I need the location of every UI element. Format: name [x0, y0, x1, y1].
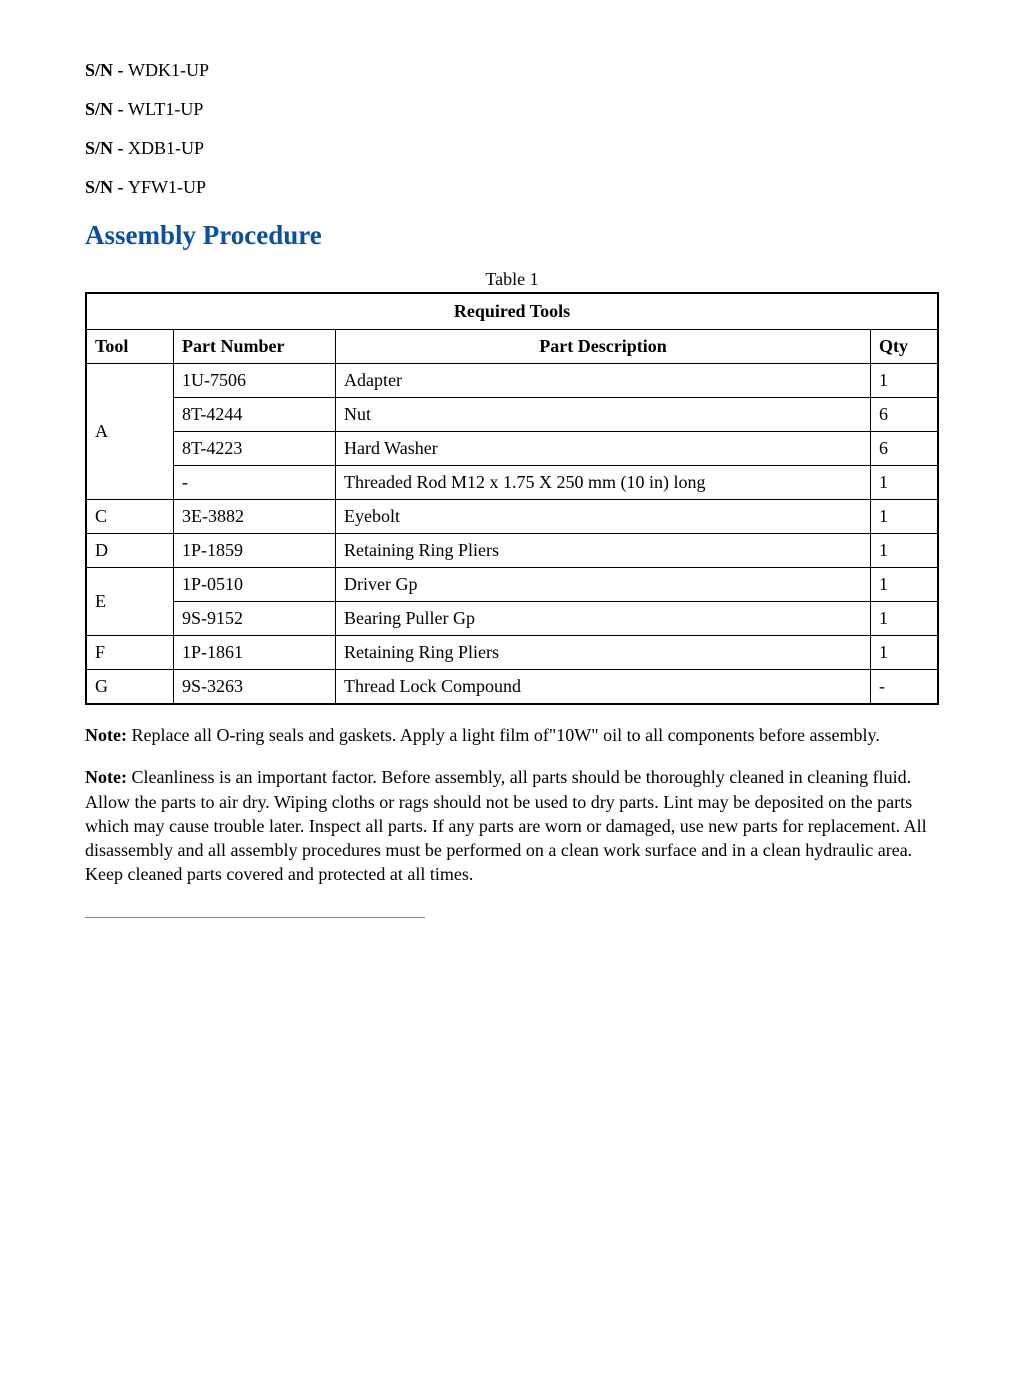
sn-label: S/N - [85, 177, 128, 197]
note-text: Cleanliness is an important factor. Befo… [85, 767, 927, 884]
cell-part-number: 1P-0510 [174, 568, 336, 602]
cell-part-description: Eyebolt [336, 500, 871, 534]
cell-part-number: 8T-4244 [174, 398, 336, 432]
cell-part-number: 9S-9152 [174, 602, 336, 636]
cell-qty: 1 [871, 602, 939, 636]
table-row: D1P-1859Retaining Ring Pliers1 [86, 534, 938, 568]
cell-part-description: Driver Gp [336, 568, 871, 602]
note-label: Note: [85, 725, 131, 745]
cell-qty: - [871, 670, 939, 705]
cell-part-number: 3E-3882 [174, 500, 336, 534]
cell-tool: A [86, 364, 174, 500]
cell-qty: 1 [871, 364, 939, 398]
notes-section: Note: Replace all O-ring seals and gaske… [85, 723, 939, 887]
cell-part-description: Threaded Rod M12 x 1.75 X 250 mm (10 in)… [336, 466, 871, 500]
cell-tool: F [86, 636, 174, 670]
note-paragraph: Note: Replace all O-ring seals and gaske… [85, 723, 939, 747]
cell-qty: 6 [871, 432, 939, 466]
table-row: 9S-9152Bearing Puller Gp1 [86, 602, 938, 636]
sn-label: S/N - [85, 138, 128, 158]
cell-part-number: 8T-4223 [174, 432, 336, 466]
table-caption: Table 1 [85, 269, 939, 290]
cell-part-number: 1U-7506 [174, 364, 336, 398]
cell-part-number: 1P-1861 [174, 636, 336, 670]
serial-number-line: S/N - WDK1-UP [85, 60, 939, 81]
cell-qty: 1 [871, 568, 939, 602]
table-row: -Threaded Rod M12 x 1.75 X 250 mm (10 in… [86, 466, 938, 500]
table-row: 8T-4244Nut6 [86, 398, 938, 432]
cell-part-number: - [174, 466, 336, 500]
col-part-number: Part Number [174, 330, 336, 364]
table-row: 8T-4223Hard Washer6 [86, 432, 938, 466]
serial-number-list: S/N - WDK1-UPS/N - WLT1-UPS/N - XDB1-UPS… [85, 60, 939, 198]
sn-label: S/N - [85, 99, 128, 119]
table-row: F1P-1861Retaining Ring Pliers1 [86, 636, 938, 670]
serial-number-line: S/N - XDB1-UP [85, 138, 939, 159]
cell-qty: 6 [871, 398, 939, 432]
divider-rule [85, 917, 425, 918]
serial-number-line: S/N - WLT1-UP [85, 99, 939, 120]
table-title: Required Tools [86, 293, 938, 330]
cell-tool: D [86, 534, 174, 568]
cell-part-description: Nut [336, 398, 871, 432]
sn-label: S/N - [85, 60, 128, 80]
cell-part-description: Bearing Puller Gp [336, 602, 871, 636]
sn-value: XDB1-UP [128, 138, 204, 158]
cell-qty: 1 [871, 500, 939, 534]
sn-value: WLT1-UP [128, 99, 203, 119]
sn-value: WDK1-UP [128, 60, 209, 80]
cell-part-description: Retaining Ring Pliers [336, 636, 871, 670]
col-tool: Tool [86, 330, 174, 364]
cell-part-description: Hard Washer [336, 432, 871, 466]
table-row: A1U-7506Adapter1 [86, 364, 938, 398]
cell-part-description: Retaining Ring Pliers [336, 534, 871, 568]
note-paragraph: Note: Cleanliness is an important factor… [85, 765, 939, 886]
cell-qty: 1 [871, 534, 939, 568]
col-qty: Qty [871, 330, 939, 364]
cell-tool: C [86, 500, 174, 534]
cell-qty: 1 [871, 636, 939, 670]
cell-tool: E [86, 568, 174, 636]
cell-qty: 1 [871, 466, 939, 500]
table-row: E1P-0510Driver Gp1 [86, 568, 938, 602]
note-label: Note: [85, 767, 131, 787]
col-part-description: Part Description [336, 330, 871, 364]
cell-part-description: Thread Lock Compound [336, 670, 871, 705]
cell-tool: G [86, 670, 174, 705]
table-row: G9S-3263Thread Lock Compound- [86, 670, 938, 705]
sn-value: YFW1-UP [128, 177, 206, 197]
cell-part-number: 1P-1859 [174, 534, 336, 568]
table-row: C3E-3882Eyebolt1 [86, 500, 938, 534]
cell-part-description: Adapter [336, 364, 871, 398]
cell-part-number: 9S-3263 [174, 670, 336, 705]
section-heading: Assembly Procedure [85, 220, 939, 251]
serial-number-line: S/N - YFW1-UP [85, 177, 939, 198]
note-text: Replace all O-ring seals and gaskets. Ap… [131, 725, 879, 745]
required-tools-table: Required Tools Tool Part Number Part Des… [85, 292, 939, 705]
